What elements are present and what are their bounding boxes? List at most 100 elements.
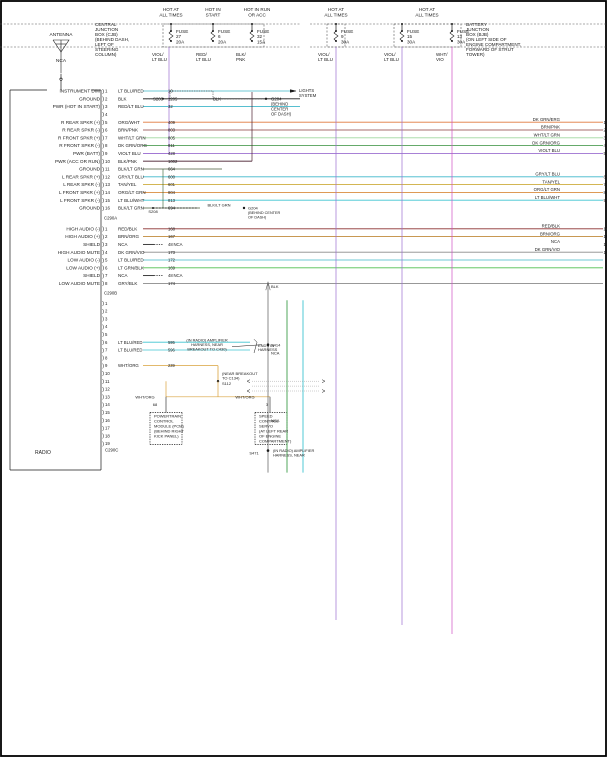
svg-text:NCA: NCA xyxy=(271,350,280,355)
svg-text:GROUND: GROUND xyxy=(79,167,100,172)
svg-text:SHIELD: SHIELD xyxy=(83,242,101,247)
svg-text:19: 19 xyxy=(105,441,110,446)
svg-text:S208: S208 xyxy=(148,209,158,214)
svg-text:ALL TIMES: ALL TIMES xyxy=(159,13,182,18)
svg-text:4: 4 xyxy=(105,112,108,117)
svg-text:13: 13 xyxy=(457,34,463,39)
svg-text:): ) xyxy=(102,120,104,126)
svg-text:3: 3 xyxy=(266,402,269,407)
svg-text:5: 5 xyxy=(105,120,108,125)
svg-text:803: 803 xyxy=(168,128,176,133)
svg-text:): ) xyxy=(102,340,104,346)
svg-text:LOW AUDIO MUTE: LOW AUDIO MUTE xyxy=(59,281,100,286)
svg-text:2: 2 xyxy=(105,96,108,101)
svg-text:GRY/LT BLU: GRY/LT BLU xyxy=(118,174,144,179)
svg-text:BRN/ORG: BRN/ORG xyxy=(540,231,561,236)
svg-text:HOT IN RUN: HOT IN RUN xyxy=(244,7,271,12)
svg-text:20A: 20A xyxy=(218,40,227,45)
svg-text:): ) xyxy=(102,198,104,204)
svg-text:PWR (HOT IN START): PWR (HOT IN START) xyxy=(53,104,101,109)
svg-text:811: 811 xyxy=(168,143,175,148)
svg-text:ORG/LT GRN: ORG/LT GRN xyxy=(534,187,560,192)
svg-text:L REAR SPKR (+): L REAR SPKR (+) xyxy=(62,174,100,179)
svg-text:HIGH AUDIO MUTE: HIGH AUDIO MUTE xyxy=(58,250,100,255)
svg-text:NCA: NCA xyxy=(173,242,182,247)
svg-text:GROUND: GROUND xyxy=(79,96,100,101)
svg-text:): ) xyxy=(102,182,104,188)
svg-text:S112: S112 xyxy=(222,381,232,386)
svg-text:27: 27 xyxy=(176,34,182,39)
svg-text:): ) xyxy=(102,309,104,315)
svg-text:BLK/LT GRN: BLK/LT GRN xyxy=(118,167,144,172)
svg-text:3: 3 xyxy=(105,316,108,321)
svg-text:): ) xyxy=(102,356,104,362)
svg-text:20A: 20A xyxy=(176,40,185,45)
svg-text:7: 7 xyxy=(105,135,108,140)
svg-text:): ) xyxy=(102,234,104,240)
svg-text:LT BLU/RED: LT BLU/RED xyxy=(118,348,142,353)
svg-text:10: 10 xyxy=(604,226,607,231)
svg-text:15: 15 xyxy=(105,410,110,415)
svg-text:LT BLU: LT BLU xyxy=(152,57,167,62)
svg-text:): ) xyxy=(102,159,104,165)
svg-text:S414: S414 xyxy=(271,342,281,347)
svg-text:OR ACC: OR ACC xyxy=(248,13,266,18)
svg-text:17: 17 xyxy=(105,426,110,431)
svg-text:): ) xyxy=(102,175,104,181)
svg-text:): ) xyxy=(102,104,104,110)
svg-text:805: 805 xyxy=(168,135,176,140)
svg-text:16: 16 xyxy=(105,418,110,423)
svg-text:): ) xyxy=(102,97,104,103)
svg-text:8: 8 xyxy=(105,281,108,286)
svg-text:1: 1 xyxy=(105,89,108,94)
svg-text:): ) xyxy=(102,136,104,142)
svg-text:R FRONT SPKR (-): R FRONT SPKR (-) xyxy=(59,143,100,148)
svg-text:LT BLU/RED: LT BLU/RED xyxy=(118,340,142,345)
svg-text:2: 2 xyxy=(105,234,108,239)
svg-text:): ) xyxy=(102,410,104,416)
svg-text:OF DASH): OF DASH) xyxy=(271,111,292,116)
svg-text:32: 32 xyxy=(168,104,173,109)
svg-text:6: 6 xyxy=(105,340,108,345)
svg-text:5: 5 xyxy=(105,332,108,337)
svg-text:11: 11 xyxy=(105,167,110,172)
svg-text:12: 12 xyxy=(105,387,110,392)
svg-text:WHT/ORG: WHT/ORG xyxy=(118,363,139,368)
svg-text:BLK: BLK xyxy=(213,96,221,101)
svg-text:7: 7 xyxy=(105,348,108,353)
svg-text:239: 239 xyxy=(168,363,176,368)
svg-text:PWR (BATT): PWR (BATT) xyxy=(73,151,100,156)
svg-text:RED/LT BLU: RED/LT BLU xyxy=(118,104,144,109)
svg-text:BRN/ORG: BRN/ORG xyxy=(118,234,140,239)
svg-text:GRY/LT BLU: GRY/LT BLU xyxy=(535,172,560,177)
svg-text:SHIELD: SHIELD xyxy=(83,273,101,278)
svg-text:COMPARTMENT): COMPARTMENT) xyxy=(259,438,292,443)
svg-text:L FRONT SPKR (-): L FRONT SPKR (-) xyxy=(60,198,100,203)
svg-text:R REAR SPKR (-): R REAR SPKR (-) xyxy=(62,128,100,133)
svg-text:4: 4 xyxy=(105,250,108,255)
svg-text:6: 6 xyxy=(218,34,221,39)
svg-text:): ) xyxy=(102,190,104,196)
svg-text:): ) xyxy=(102,301,104,307)
svg-text:3: 3 xyxy=(105,104,108,109)
svg-text:LOW AUDIO (-): LOW AUDIO (-) xyxy=(67,258,100,263)
svg-text:10: 10 xyxy=(168,89,173,94)
svg-text:RADIO: RADIO xyxy=(35,450,51,456)
svg-text:VIOLT BLU: VIOLT BLU xyxy=(118,151,141,156)
svg-text:): ) xyxy=(102,206,104,212)
svg-text:): ) xyxy=(102,151,104,157)
svg-text:): ) xyxy=(102,112,104,118)
svg-text:C290C: C290C xyxy=(105,447,118,452)
svg-text:R FRONT SPKR (+): R FRONT SPKR (+) xyxy=(58,135,100,140)
svg-text:NCA: NCA xyxy=(173,273,182,278)
svg-text:15: 15 xyxy=(105,198,110,203)
svg-text:): ) xyxy=(102,250,104,256)
svg-text:PWR (ACC OR RUN): PWR (ACC OR RUN) xyxy=(55,159,100,164)
svg-text:BLK/PNK: BLK/PNK xyxy=(118,159,137,164)
svg-text:804: 804 xyxy=(168,190,176,195)
svg-text:NCA: NCA xyxy=(118,242,128,247)
svg-text:13: 13 xyxy=(604,250,607,255)
svg-text:12: 12 xyxy=(105,174,110,179)
svg-text:18: 18 xyxy=(105,433,110,438)
svg-text:664: 664 xyxy=(168,167,176,172)
